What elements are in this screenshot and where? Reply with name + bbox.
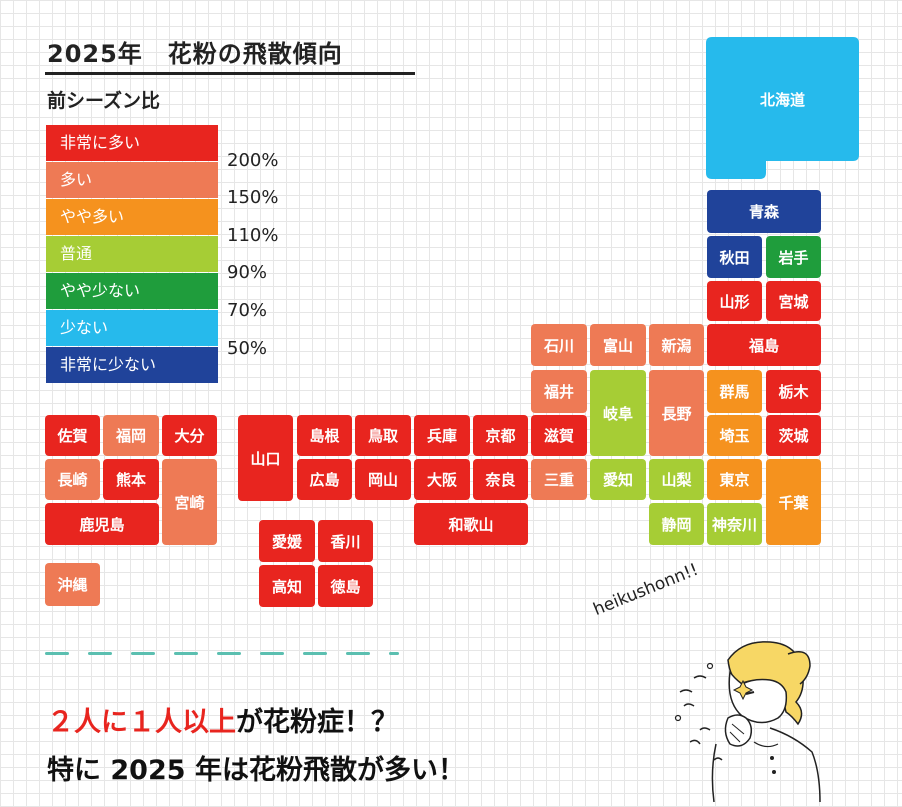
- sneezing-person-illustration: [674, 641, 821, 802]
- divider-dash: [45, 652, 69, 655]
- legend-level-very-low: 非常に少ない: [46, 347, 218, 383]
- prefecture-osaka: 大阪: [414, 459, 470, 500]
- prefecture-mie: 三重: [531, 459, 587, 500]
- prefecture-oita: 大分: [162, 415, 217, 456]
- prefecture-chiba: 千葉: [766, 459, 821, 545]
- divider-dash: [88, 652, 112, 655]
- prefecture-tokyo: 東京: [707, 459, 762, 500]
- prefecture-ehime: 愛媛: [259, 520, 315, 562]
- legend-threshold: 70%: [227, 300, 268, 321]
- prefecture-kochi: 高知: [259, 565, 315, 607]
- prefecture-saitama: 埼玉: [707, 415, 762, 456]
- prefecture-kagoshima: 鹿児島: [45, 503, 159, 545]
- prefecture-miyazaki: 宮崎: [162, 459, 217, 545]
- headline-highlight: ２人に１人以上: [47, 707, 236, 738]
- prefecture-gunma: 群馬: [707, 370, 762, 413]
- legend-threshold: 200%: [227, 150, 279, 171]
- legend-threshold: 150%: [227, 187, 279, 208]
- legend-level-slightly-high: やや多い: [46, 199, 218, 235]
- sneeze-text: heikushonn!!: [590, 559, 702, 620]
- headline-line-2: 特に 2025 年は花粉飛散が多い！: [47, 755, 465, 786]
- legend-threshold: 90%: [227, 262, 268, 283]
- legend-level-low: 少ない: [46, 310, 218, 346]
- divider-dash: [389, 652, 399, 655]
- prefecture-niigata: 新潟: [649, 324, 704, 366]
- prefecture-nara: 奈良: [473, 459, 528, 500]
- divider-dash: [346, 652, 370, 655]
- prefecture-tokushima: 徳島: [318, 565, 373, 607]
- prefecture-kyoto: 京都: [473, 415, 528, 456]
- prefecture-hiroshima: 広島: [297, 459, 352, 500]
- prefecture-tottori: 鳥取: [355, 415, 411, 456]
- prefecture-nagano: 長野: [649, 370, 704, 456]
- legend-subtitle: 前シーズン比: [47, 90, 161, 112]
- divider-dash: [217, 652, 241, 655]
- divider-dash: [174, 652, 198, 655]
- prefecture-ishikawa: 石川: [531, 324, 587, 366]
- headline-line-1: ２人に１人以上が花粉症！？: [47, 700, 398, 739]
- prefecture-okayama: 岡山: [355, 459, 411, 500]
- prefecture-gifu: 岐阜: [590, 370, 646, 456]
- prefecture-wakayama: 和歌山: [414, 503, 528, 545]
- prefecture-aomori: 青森: [707, 190, 821, 233]
- prefecture-yamanashi: 山梨: [649, 459, 704, 500]
- legend-level-normal: 普通: [46, 236, 218, 272]
- prefecture-fukuoka: 福岡: [103, 415, 159, 456]
- prefecture-fukushima: 福島: [707, 324, 821, 366]
- prefecture-fukui: 福井: [531, 370, 587, 413]
- legend-threshold: 50%: [227, 338, 268, 359]
- prefecture-shiga: 滋賀: [531, 415, 587, 456]
- legend-level-high: 多い: [46, 162, 218, 198]
- divider-dash: [260, 652, 284, 655]
- prefecture-yamaguchi: 山口: [238, 415, 293, 501]
- divider-dash: [131, 652, 155, 655]
- prefecture-hokkaido: [706, 37, 859, 179]
- prefecture-hokkaido-label: 北海道: [759, 90, 805, 109]
- prefecture-toyama: 富山: [590, 324, 646, 366]
- prefecture-kagawa: 香川: [318, 520, 373, 562]
- legend-level-slightly-low: やや少ない: [46, 273, 218, 309]
- prefecture-kumamoto: 熊本: [103, 459, 159, 500]
- prefecture-akita: 秋田: [707, 236, 762, 278]
- prefecture-hyogo: 兵庫: [414, 415, 470, 456]
- prefecture-miyagi: 宮城: [766, 281, 821, 321]
- page-title: 2025年 花粉の飛散傾向: [47, 40, 343, 68]
- divider-dash: [303, 652, 327, 655]
- title-underline: [45, 72, 415, 75]
- prefecture-iwate: 岩手: [766, 236, 821, 278]
- legend-level-very-high: 非常に多い: [46, 125, 218, 161]
- prefecture-okinawa: 沖縄: [45, 563, 100, 606]
- prefecture-yamagata: 山形: [707, 281, 762, 321]
- prefecture-tochigi: 栃木: [766, 370, 821, 413]
- legend-threshold: 110%: [227, 225, 279, 246]
- prefecture-ibaraki: 茨城: [766, 415, 821, 456]
- prefecture-kanagawa: 神奈川: [707, 503, 762, 545]
- headline-rest: が花粉症！？: [236, 707, 398, 738]
- prefecture-shizuoka: 静岡: [649, 503, 704, 545]
- prefecture-nagasaki: 長崎: [45, 459, 100, 500]
- prefecture-aichi: 愛知: [590, 459, 646, 500]
- prefecture-saga: 佐賀: [45, 415, 100, 456]
- prefecture-shimane: 島根: [297, 415, 352, 456]
